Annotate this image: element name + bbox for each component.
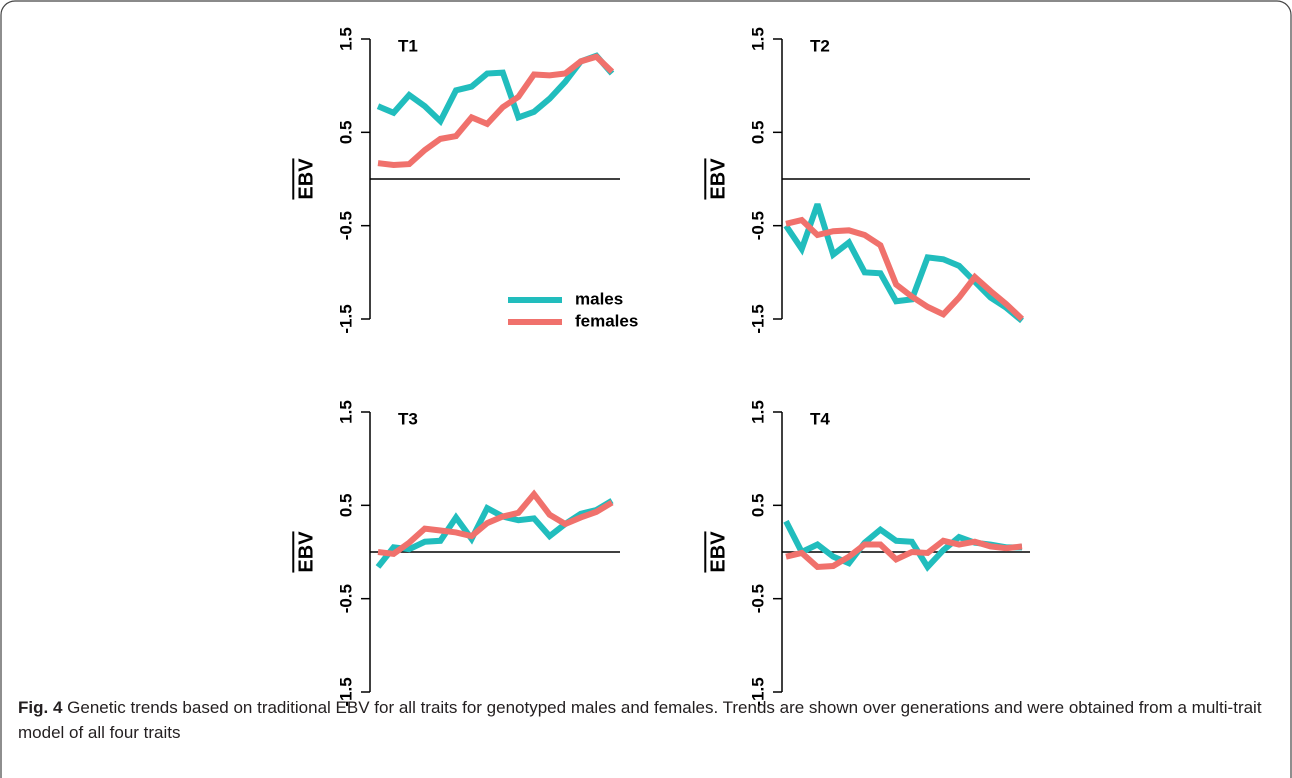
series-line <box>376 52 615 127</box>
y-tick-label: 1.5 <box>336 27 355 51</box>
caption-label: Fig. 4 <box>18 698 63 717</box>
series-line <box>783 203 1024 324</box>
y-tick-label: 0.5 <box>336 494 355 518</box>
y-axis-label: EBV <box>707 531 729 573</box>
y-tick-label: 0.5 <box>336 121 355 145</box>
panel-title: T3 <box>398 409 418 428</box>
legend-label: males <box>575 289 623 308</box>
panel-title: T1 <box>398 36 418 55</box>
y-tick-label: -0.5 <box>336 211 355 240</box>
series-line <box>377 53 615 169</box>
y-axis-label: EBV <box>295 531 317 573</box>
y-tick-label: -1.5 <box>748 304 767 333</box>
y-tick-label: -1.5 <box>336 304 355 333</box>
series-line <box>785 537 1023 571</box>
y-axis-label: EBV <box>707 158 729 200</box>
y-tick-label: -0.5 <box>748 211 767 240</box>
caption-text: Genetic trends based on traditional EBV … <box>18 698 1262 742</box>
panel-title: T2 <box>810 36 830 55</box>
y-tick-label: 1.5 <box>336 400 355 424</box>
y-tick-label: 0.5 <box>748 494 767 518</box>
y-tick-label: 1.5 <box>748 27 767 51</box>
y-tick-label: 0.5 <box>748 121 767 145</box>
y-axis-label: EBV <box>295 158 317 200</box>
y-tick-label: 1.5 <box>748 400 767 424</box>
y-tick-label: -0.5 <box>748 584 767 613</box>
legend-label: females <box>575 311 638 330</box>
series-line <box>377 489 614 557</box>
y-tick-label: -1.5 <box>336 677 355 706</box>
y-tick-label: -0.5 <box>336 584 355 613</box>
panel-title: T4 <box>810 409 830 428</box>
series-line <box>785 216 1025 322</box>
series-line <box>375 498 614 569</box>
y-tick-label: -1.5 <box>748 677 767 706</box>
caption: Fig. 4 Genetic trends based on tradition… <box>18 695 1273 745</box>
